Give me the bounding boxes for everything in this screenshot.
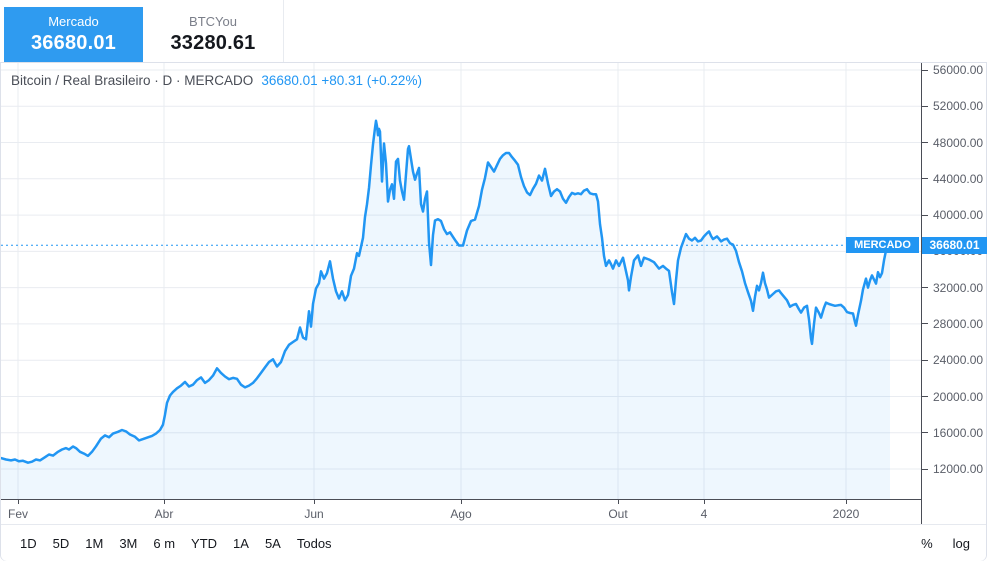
chart-canvas[interactable] xyxy=(1,63,921,499)
price-axis-label: 16000.00 xyxy=(933,425,984,440)
price-axis-label: 24000.00 xyxy=(933,353,984,368)
time-axis-tick xyxy=(846,500,847,504)
bottom-toolbar: 1D 5D 1M 3M 6 m YTD 1A 5A Todos % log xyxy=(1,524,986,561)
range-buttons: 1D 5D 1M 3M 6 m YTD 1A 5A Todos xyxy=(20,536,332,551)
scale-tools: % log xyxy=(921,536,970,551)
price-axis-label: 56000.00 xyxy=(933,63,984,77)
time-axis-tick xyxy=(618,500,619,504)
price-axis-label: 48000.00 xyxy=(933,135,984,150)
price-axis-tick xyxy=(922,105,928,107)
time-axis-tick xyxy=(164,500,165,504)
price-axis-tick xyxy=(922,323,928,325)
time-axis-label: Out xyxy=(608,507,628,521)
tab-btcyou[interactable]: BTCYou 33280.61 xyxy=(143,7,283,62)
range-button-6-m[interactable]: 6 m xyxy=(153,536,176,551)
time-axis-label: Ago xyxy=(450,507,472,521)
percent-scale-button[interactable]: % xyxy=(921,536,933,551)
time-axis[interactable]: Fev Abr Jun Ago Out 4 2020 xyxy=(1,499,921,525)
price-axis-tick xyxy=(922,142,928,143)
price-axis-label: 28000.00 xyxy=(933,316,984,331)
range-button-3m[interactable]: 3M xyxy=(119,536,138,551)
range-button-1d[interactable]: 1D xyxy=(20,536,37,551)
price-axis-tick xyxy=(922,396,928,397)
log-scale-button[interactable]: log xyxy=(952,536,970,551)
price-axis-tick xyxy=(922,432,928,434)
symbol-quote: 36680.01 +80.31 (+0.22%) xyxy=(261,73,422,88)
tab-btcyou-label: BTCYou xyxy=(189,14,237,29)
range-button-1m[interactable]: 1M xyxy=(85,536,104,551)
chart-panel: Bitcoin / Real Brasileiro · D · MERCADO 3… xyxy=(0,62,987,561)
tab-mercado-value: 36680.01 xyxy=(30,32,117,54)
time-axis-label: Jun xyxy=(304,507,324,521)
price-axis-label: 44000.00 xyxy=(933,171,984,186)
range-button-1a[interactable]: 1A xyxy=(233,536,249,551)
series-label-badge: MERCADO xyxy=(846,237,919,253)
tab-mercado-label: Mercado xyxy=(48,14,99,29)
chart-plot-area[interactable] xyxy=(1,63,921,499)
price-axis-label: 12000.00 xyxy=(933,462,984,476)
time-axis-tick xyxy=(314,500,315,504)
price-axis-tick xyxy=(922,468,928,470)
price-axis-label: 32000.00 xyxy=(933,280,984,295)
price-axis-tick xyxy=(922,359,928,361)
tab-btcyou-value: 33280.61 xyxy=(170,32,256,54)
price-axis-tick xyxy=(922,69,928,71)
current-price-badge: 36680.01 xyxy=(922,237,987,254)
range-button-5a[interactable]: 5A xyxy=(264,536,281,551)
range-button-todos[interactable]: Todos xyxy=(296,536,332,551)
time-axis-label: Abr xyxy=(154,507,174,521)
tab-mercado[interactable]: Mercado 36680.01 xyxy=(4,7,143,62)
price-axis-label: 40000.00 xyxy=(933,208,984,223)
price-axis[interactable]: 36680.01 56000.00 52000.00 48000.00 44000.0… xyxy=(921,63,988,524)
tab-strip-divider xyxy=(283,0,284,62)
time-axis-label: Fev xyxy=(7,507,29,521)
price-axis-label: 20000.00 xyxy=(933,389,984,404)
time-axis-label: 2020 xyxy=(832,507,860,521)
range-button-5d[interactable]: 5D xyxy=(52,536,70,551)
tab-strip: Mercado 36680.01 BTCYou 33280.61 xyxy=(0,0,989,62)
time-axis-tick xyxy=(461,500,462,504)
range-button-ytd[interactable]: YTD xyxy=(191,536,218,551)
price-axis-tick xyxy=(922,178,928,180)
symbol-header: Bitcoin / Real Brasileiro · D · MERCADO 3… xyxy=(11,73,422,88)
price-axis-tick xyxy=(922,214,928,216)
time-axis-tick xyxy=(704,500,705,504)
time-axis-tick xyxy=(18,500,19,504)
price-axis-tick xyxy=(922,287,928,289)
time-axis-label: 4 xyxy=(700,507,708,521)
price-axis-label: 52000.00 xyxy=(933,99,984,114)
symbol-title: Bitcoin / Real Brasileiro · D · MERCADO xyxy=(11,73,254,88)
